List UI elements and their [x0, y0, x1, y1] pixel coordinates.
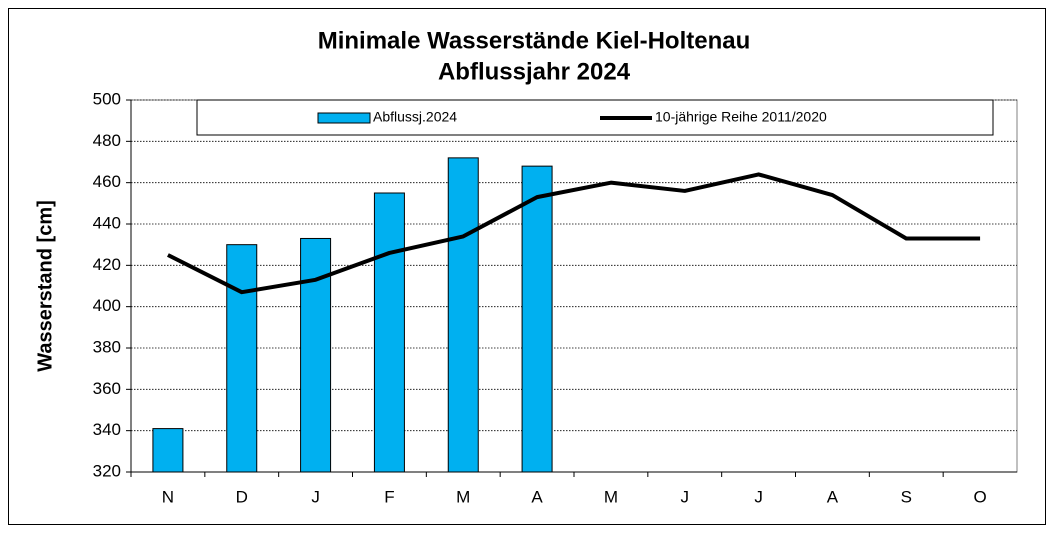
line — [167, 172, 981, 295]
x-tick-label: D — [236, 487, 248, 506]
y-tick-label: 320 — [93, 461, 121, 480]
x-tick-label: J — [681, 487, 690, 506]
y-tick-label: 460 — [93, 172, 121, 191]
legend-box — [196, 99, 994, 136]
y-tick-label: 420 — [93, 255, 121, 274]
y-tick-label: 440 — [93, 213, 121, 232]
y-tick-label: 480 — [93, 131, 121, 150]
x-tick-label: A — [531, 487, 543, 506]
bar — [226, 244, 258, 473]
x-tick-label: A — [827, 487, 839, 506]
x-tick-label: J — [311, 487, 320, 506]
x-tick-label: O — [973, 487, 986, 506]
x-tick-label: M — [456, 487, 470, 506]
y-tick-label: 360 — [93, 379, 121, 398]
y-tick-label: 380 — [93, 337, 121, 356]
bar — [152, 428, 184, 473]
bar — [447, 157, 479, 473]
legend-label: Abflussj.2024 — [373, 109, 457, 125]
x-tick-label: N — [162, 487, 174, 506]
bar — [300, 237, 332, 473]
bar — [373, 192, 405, 473]
x-tick-label: S — [901, 487, 912, 506]
y-tick-label: 500 — [93, 89, 121, 108]
x-tick-label: J — [754, 487, 763, 506]
y-tick-label: 340 — [93, 420, 121, 439]
y-axis-label: Wasserstand [cm] — [34, 200, 56, 372]
bar — [521, 165, 553, 473]
legend-swatch — [317, 112, 371, 124]
chart-title: Minimale Wasserstände Kiel-Holtenau — [318, 27, 751, 54]
x-tick-label: F — [384, 487, 394, 506]
chart-subtitle: Abflussjahr 2024 — [438, 58, 631, 85]
plot-area — [130, 99, 1018, 473]
x-tick-label: M — [604, 487, 618, 506]
legend-label: 10-jährige Reihe 2011/2020 — [655, 109, 827, 125]
y-tick-label: 400 — [93, 296, 121, 315]
